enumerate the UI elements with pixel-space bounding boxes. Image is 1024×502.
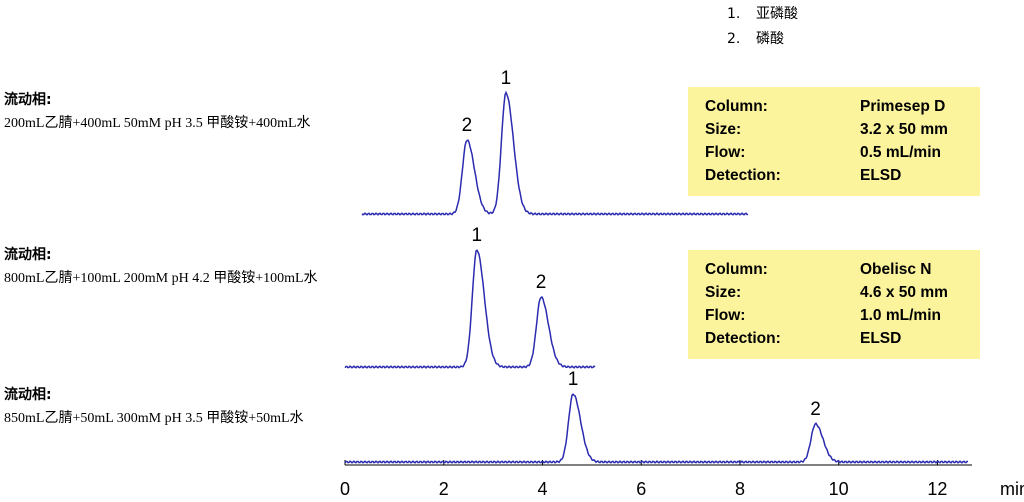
x-axis-label: min [1000, 479, 1024, 499]
condition-value: 4.6 x 50 mm [860, 284, 948, 301]
condition-key: Column: [705, 261, 768, 278]
mobile-phase: 800mL乙腈+100mL 200mM pH 4.2 甲酸铵+100mL水 [4, 270, 318, 286]
trace [344, 249, 596, 369]
condition-value: 3.2 x 50 mm [860, 121, 948, 138]
peak-label: 1 [472, 225, 483, 246]
condition-value: Obelisc N [860, 261, 932, 278]
legend-name: 磷酸 [756, 31, 784, 47]
trace [361, 90, 748, 216]
condition-value: ELSD [860, 167, 901, 184]
conditions-box [688, 87, 980, 196]
mobile-phase-label: 流动相: [4, 91, 52, 108]
mobile-phase: 200mL乙腈+400mL 50mM pH 3.5 甲酸铵+400mL水 [4, 115, 311, 131]
x-tick-label: 12 [927, 479, 947, 499]
peak-label: 2 [810, 399, 821, 420]
x-tick-label: 10 [829, 479, 849, 499]
condition-key: Size: [705, 284, 741, 301]
x-tick-label: 2 [439, 479, 449, 499]
mobile-phase: 850mL乙腈+50mL 300mM pH 3.5 甲酸铵+50mL水 [4, 410, 304, 426]
peak-label: 1 [568, 369, 579, 390]
condition-value: 0.5 mL/min [860, 144, 941, 161]
condition-value: 1.0 mL/min [860, 307, 941, 324]
condition-value: Primesep D [860, 98, 945, 115]
legend-number: 1. [727, 6, 740, 22]
condition-key: Detection: [705, 167, 781, 184]
x-tick-label: 0 [340, 479, 350, 499]
condition-key: Flow: [705, 307, 745, 324]
condition-key: Flow: [705, 144, 745, 161]
condition-key: Size: [705, 121, 741, 138]
peak-label: 2 [536, 272, 547, 293]
peak-label: 1 [501, 68, 512, 89]
mobile-phase-label: 流动相: [4, 246, 52, 263]
condition-key: Detection: [705, 330, 781, 347]
condition-value: ELSD [860, 330, 901, 347]
x-tick-label: 4 [537, 479, 547, 499]
x-tick-label: 6 [636, 479, 646, 499]
trace [344, 393, 969, 464]
conditions-box [688, 250, 980, 359]
mobile-phase-label: 流动相: [4, 386, 52, 403]
peak-label: 2 [462, 115, 473, 136]
condition-key: Column: [705, 98, 768, 115]
legend-name: 亚磷酸 [756, 6, 798, 22]
legend-number: 2. [727, 31, 740, 47]
x-tick-label: 8 [735, 479, 745, 499]
